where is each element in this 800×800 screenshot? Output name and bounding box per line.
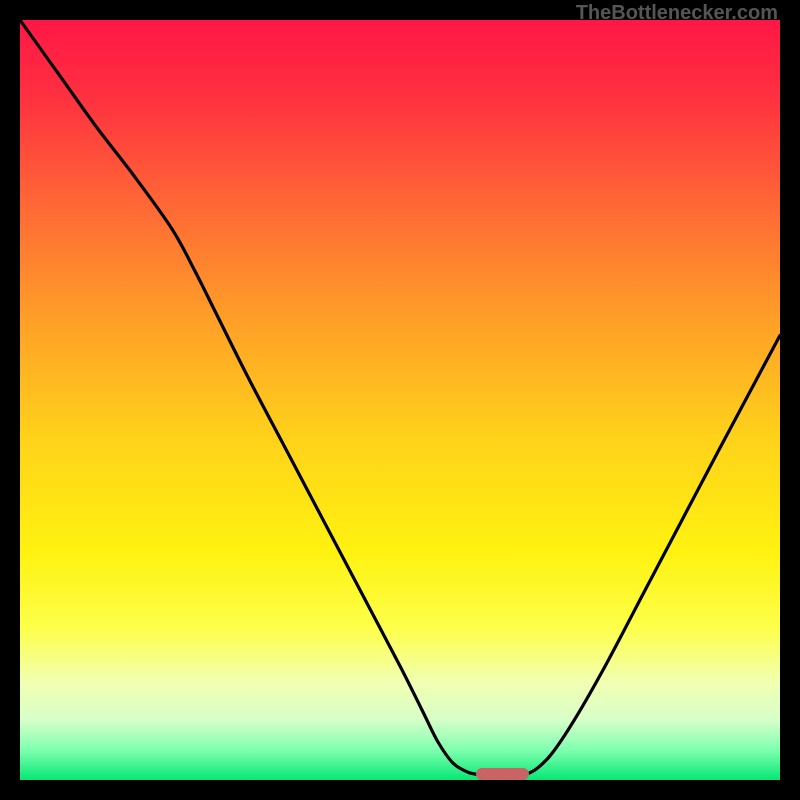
plot-area (20, 20, 780, 780)
curve-right-branch (525, 335, 780, 774)
outer-frame: TheBottlenecker.com (0, 0, 800, 800)
optimal-range-bar (476, 768, 529, 780)
bottleneck-curve (20, 20, 780, 780)
curve-left-branch (20, 20, 480, 775)
watermark-text: TheBottlenecker.com (576, 2, 778, 25)
